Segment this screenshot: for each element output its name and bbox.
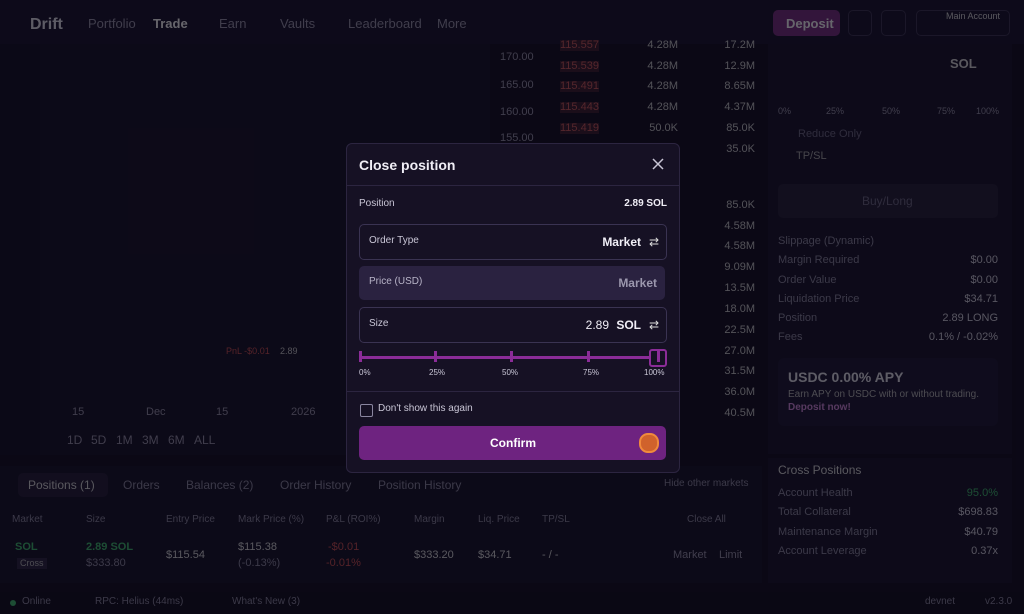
confirm-text: Confirm <box>490 436 536 450</box>
size-field[interactable] <box>359 307 667 343</box>
field-label: Price (USD) <box>369 276 423 287</box>
slider-tick <box>359 351 362 362</box>
field-label: Position <box>359 198 395 209</box>
confirm-button[interactable] <box>359 426 666 460</box>
price-field <box>359 266 665 300</box>
slider-label: 100% <box>644 368 665 377</box>
modal-title: Close position <box>359 157 456 173</box>
checkbox-label: Don't show this again <box>378 403 473 414</box>
field-label: Order Type <box>369 235 419 246</box>
divider <box>347 391 679 392</box>
field-value: 2.89 <box>585 318 609 332</box>
close-icon[interactable] <box>651 157 665 171</box>
field-label: Size <box>369 318 389 329</box>
field-unit: SOL <box>616 318 641 332</box>
slider-tick <box>657 351 660 362</box>
slider-label: 75% <box>583 368 600 377</box>
order-type-field[interactable] <box>359 224 667 260</box>
slider-label: 25% <box>429 368 446 377</box>
field-value: Market <box>602 235 641 249</box>
field-value: Market <box>618 276 657 290</box>
swap-icon[interactable]: ⇄ <box>648 235 659 249</box>
close-position-modal: Close position Position 2.89 SOL Order Type… <box>346 143 680 473</box>
slider-tick <box>587 351 590 362</box>
slider-tick <box>434 351 437 362</box>
slider-tick <box>510 351 513 362</box>
cursor-dot <box>639 433 659 453</box>
field-value: 2.89 SOL <box>624 198 667 209</box>
checkbox[interactable] <box>360 404 373 417</box>
slider-track[interactable] <box>359 356 657 359</box>
swap-icon[interactable]: ⇄ <box>648 318 659 332</box>
slider-label: 50% <box>502 368 519 377</box>
divider <box>347 185 679 186</box>
slider-label: 0% <box>359 368 371 377</box>
